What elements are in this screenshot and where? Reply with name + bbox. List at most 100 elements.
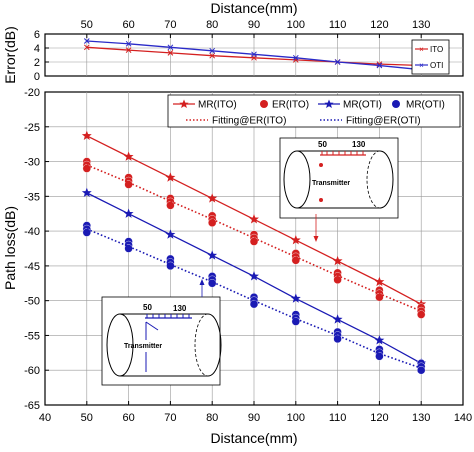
cross-marker	[167, 50, 174, 56]
inset-oti-background	[101, 296, 221, 386]
cross-marker	[83, 44, 90, 51]
star-marker	[165, 172, 176, 182]
y-tick-label: 2	[34, 57, 40, 69]
x-tick-label: 130	[412, 19, 430, 31]
y-tick-label: -50	[24, 296, 40, 308]
inset-oti: 50 130 Transmitter	[101, 296, 222, 386]
pathloss-panel: 40 50 60 70 80 90 100 110 120 130 140 -65 -60 -55 -50…	[2, 87, 472, 446]
circle-marker	[333, 275, 342, 284]
circle-marker	[207, 218, 217, 227]
cross-marker	[376, 62, 383, 69]
x-tick-label: 110	[329, 412, 347, 424]
cross-marker	[209, 47, 216, 54]
y-tick-label: -40	[24, 226, 40, 238]
inset-oti-antenna-diag	[145, 321, 159, 331]
pathloss-series	[81, 130, 427, 375]
inset-ito-cylinder-right-hidden	[366, 150, 381, 209]
inset-oti-pointer-arrowhead	[199, 279, 205, 285]
inset-oti-cylinder-right-end	[207, 313, 222, 377]
y-tick-label: 4	[34, 43, 40, 55]
star-marker	[290, 293, 301, 303]
y-tick-label: -55	[24, 330, 40, 342]
x-tick-label: 90	[248, 19, 260, 31]
cross-marker	[334, 59, 341, 65]
inset-oti-cylinder-left-end	[106, 313, 134, 377]
circle-marker	[166, 201, 175, 210]
cross-marker	[209, 52, 216, 59]
x-tick-label: 40	[39, 412, 51, 424]
y-tick-label: -30	[24, 157, 40, 169]
inset-oti-scale-right: 130	[173, 304, 187, 313]
inset-ito-scale-ticks	[321, 151, 364, 155]
legend-mr-oti-star-icon	[324, 99, 334, 108]
inset-ito-scale-right: 130	[352, 140, 366, 149]
error-series	[83, 38, 425, 73]
inset-oti-scale-left: 50	[143, 303, 152, 312]
cross-marker	[125, 40, 132, 47]
star-marker	[165, 229, 176, 239]
x-tick-label: 60	[122, 412, 134, 424]
circle-marker	[82, 228, 92, 237]
x-tick-label: 110	[329, 19, 347, 31]
circle-marker	[291, 317, 300, 326]
error-ticks	[44, 33, 464, 77]
y-tick-label: -35	[24, 191, 40, 203]
inset-ito-transmitter-dot	[319, 163, 323, 167]
inset-ito-cylinder-left-end	[283, 150, 311, 209]
y-tick-label: -45	[24, 261, 40, 273]
cross-marker	[83, 38, 90, 44]
circle-marker	[375, 352, 384, 361]
legend-mr-ito-star-icon	[179, 99, 189, 108]
pathloss-x-axis-label: Distance(mm)	[210, 430, 297, 446]
star-marker	[249, 271, 259, 281]
circle-marker	[249, 237, 259, 246]
star-marker	[123, 208, 134, 218]
star-marker	[123, 151, 134, 161]
pathloss-legend-box	[167, 94, 461, 128]
x-tick-label: 70	[164, 19, 176, 31]
circle-marker	[207, 279, 217, 288]
circle-marker	[417, 310, 426, 319]
x-tick-label: 70	[164, 412, 176, 424]
inset-ito-background	[279, 137, 399, 219]
pathloss-y-axis-label: Path loss(dB)	[2, 206, 18, 290]
error-y-tick-labels: 0 2 4 6	[34, 29, 40, 83]
error-legend-ito-marker: ×	[419, 45, 424, 54]
pathloss-legend: MR(ITO) ER(ITO) MR(OTI) MR(OTI) Fitting@…	[167, 94, 461, 128]
y-tick-label: -20	[24, 87, 40, 99]
legend-mr-oti-circle-icon	[392, 100, 400, 108]
inset-oti-cylinder-right-hidden	[194, 313, 209, 377]
legend-mr-oti-circle-label: MR(OTI)	[406, 100, 445, 111]
x-tick-label: 130	[412, 412, 430, 424]
circle-marker	[82, 164, 92, 173]
x-tick-label: 80	[206, 412, 218, 424]
inset-oti-transmitter-label: Transmitter	[124, 343, 162, 350]
star-marker	[207, 250, 218, 260]
legend-fit-ito-label: Fitting@ER(ITO)	[212, 116, 286, 127]
error-legend: × ITO × OTI	[411, 39, 450, 75]
cross-marker	[167, 44, 174, 51]
x-tick-label: 120	[370, 412, 388, 424]
star-marker	[81, 187, 92, 198]
circle-marker	[249, 299, 259, 309]
star-marker	[249, 214, 259, 224]
inset-oti-scale-ticks	[146, 314, 190, 318]
cross-marker	[292, 54, 299, 61]
pathloss-y-tick-labels: -65 -60 -55 -50 -45 -40 -35 -30 -25 -20	[24, 87, 40, 412]
star-marker	[332, 314, 343, 324]
legend-mr-ito-label: MR(ITO)	[198, 100, 237, 111]
legend-er-ito-label: ER(ITO)	[272, 100, 309, 111]
x-tick-label: 140	[454, 412, 472, 424]
x-tick-label: 120	[370, 19, 388, 31]
inset-ito-pointer-arrowhead	[313, 236, 319, 242]
x-tick-label: 100	[287, 19, 305, 31]
y-tick-label: -60	[24, 365, 40, 377]
error-legend-oti-label: OTI	[430, 61, 443, 70]
legend-er-ito-circle-icon	[260, 100, 268, 108]
star-marker	[374, 276, 385, 287]
star-marker	[290, 234, 301, 245]
legend-fit-oti-label: Fitting@ER(OTI)	[346, 116, 421, 127]
inset-ito-transmitter-label: Transmitter	[312, 180, 350, 187]
legend-mr-oti-label: MR(OTI)	[343, 100, 382, 111]
